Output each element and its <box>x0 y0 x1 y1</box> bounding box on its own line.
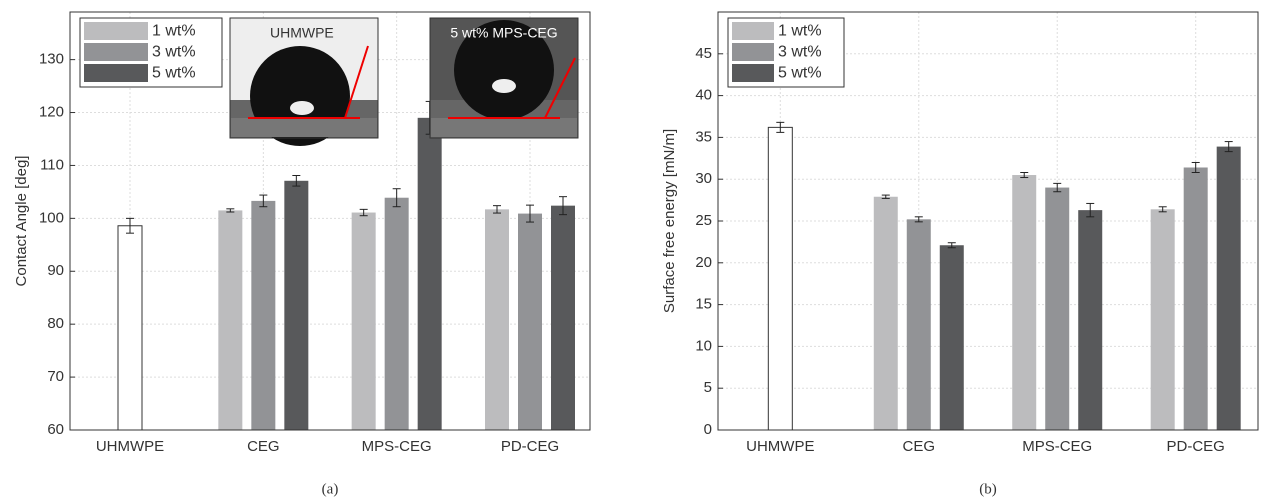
bar <box>485 209 509 430</box>
bar <box>767 126 793 431</box>
legend-label: 1 wt% <box>778 23 822 40</box>
bar <box>384 197 409 430</box>
legend-label: 1 wt% <box>152 23 196 40</box>
y-axis-label: Surface free energy [mN/m] <box>661 129 678 313</box>
error-bar <box>881 194 890 199</box>
error-bar <box>947 242 956 249</box>
error-bar <box>126 217 134 234</box>
error-bar <box>493 205 501 214</box>
bar <box>1012 175 1037 430</box>
y-tick-label: 35 <box>695 128 712 145</box>
y-tick-label: 90 <box>47 262 64 279</box>
bar <box>873 196 898 430</box>
inset-border <box>229 17 379 139</box>
axes-frame <box>69 11 591 431</box>
error-bar <box>1224 141 1233 153</box>
inset-tangent <box>544 57 576 119</box>
error-bar <box>914 216 923 223</box>
error-bar <box>776 121 785 133</box>
legend-label: 5 wt% <box>152 65 196 82</box>
bar <box>251 200 276 430</box>
error-bar <box>226 208 235 213</box>
inset-border <box>429 17 579 139</box>
y-tick-label: 5 <box>704 379 712 396</box>
legend-swatch <box>732 43 774 61</box>
error-bar <box>1020 172 1029 179</box>
subplot-caption: (b) <box>979 481 997 497</box>
inset-label: 5 wt% MPS-CEG <box>450 25 557 41</box>
inset-mask <box>231 118 377 137</box>
y-tick-label: 100 <box>39 209 64 226</box>
y-tick-label: 120 <box>39 104 64 121</box>
error-bar <box>259 194 268 208</box>
x-tick-label: MPS-CEG <box>362 438 432 455</box>
y-tick-label: 80 <box>47 315 64 332</box>
x-tick-label: UHMWPE <box>746 438 814 455</box>
bar <box>1078 210 1103 430</box>
inset-label: UHMWPE <box>270 25 334 41</box>
legend-label: 5 wt% <box>778 65 822 82</box>
y-tick-label: 25 <box>695 212 712 229</box>
x-tick-label: CEG <box>247 438 280 455</box>
bar <box>939 245 964 430</box>
y-tick-label: 70 <box>47 368 64 385</box>
bar <box>1216 146 1241 430</box>
y-tick-label: 60 <box>47 421 64 438</box>
y-tick-label: 110 <box>40 156 64 173</box>
bar <box>551 205 575 430</box>
error-bar <box>1158 206 1167 213</box>
error-bar <box>1086 202 1095 218</box>
error-bar <box>1191 161 1200 174</box>
bar <box>1150 209 1175 430</box>
inset-glare <box>290 101 314 115</box>
y-tick-label: 30 <box>695 170 712 187</box>
bar <box>284 180 309 430</box>
bar <box>1045 187 1070 430</box>
inset-mask <box>431 118 577 137</box>
bar <box>1183 167 1208 430</box>
x-tick-label: MPS-CEG <box>1022 438 1092 455</box>
y-tick-label: 0 <box>704 421 712 438</box>
x-tick-label: CEG <box>903 438 936 455</box>
y-tick-label: 10 <box>695 337 712 354</box>
legend-label: 3 wt% <box>152 44 196 61</box>
x-tick-label: PD-CEG <box>501 438 559 455</box>
inset-glare <box>492 79 516 93</box>
y-axis-label: Contact Angle [deg] <box>13 156 30 287</box>
y-tick-label: 40 <box>695 87 712 104</box>
error-bar <box>526 204 534 223</box>
error-bar <box>392 188 401 208</box>
bar <box>117 225 143 431</box>
legend-swatch <box>84 22 148 40</box>
x-tick-label: PD-CEG <box>1167 438 1225 455</box>
legend-swatch <box>732 22 774 40</box>
bar <box>351 212 376 430</box>
y-tick-label: 20 <box>695 254 712 271</box>
y-tick-label: 15 <box>695 296 712 313</box>
error-bar <box>292 174 301 187</box>
inset-tangent <box>344 45 369 119</box>
axes-frame <box>717 11 1259 431</box>
legend-label: 3 wt% <box>778 44 822 61</box>
error-bar <box>559 196 567 216</box>
bar <box>218 210 243 430</box>
y-tick-label: 130 <box>39 51 64 68</box>
bar <box>417 117 442 430</box>
subplot-caption: (a) <box>322 481 339 497</box>
legend-swatch <box>84 43 148 61</box>
legend-swatch <box>732 64 774 82</box>
y-tick-label: 45 <box>695 45 712 62</box>
bar <box>906 219 931 430</box>
x-tick-label: UHMWPE <box>96 438 164 455</box>
error-bar <box>359 208 368 217</box>
error-bar <box>1053 182 1062 193</box>
bar <box>518 213 542 430</box>
legend-swatch <box>84 64 148 82</box>
inset-drop <box>454 20 554 120</box>
